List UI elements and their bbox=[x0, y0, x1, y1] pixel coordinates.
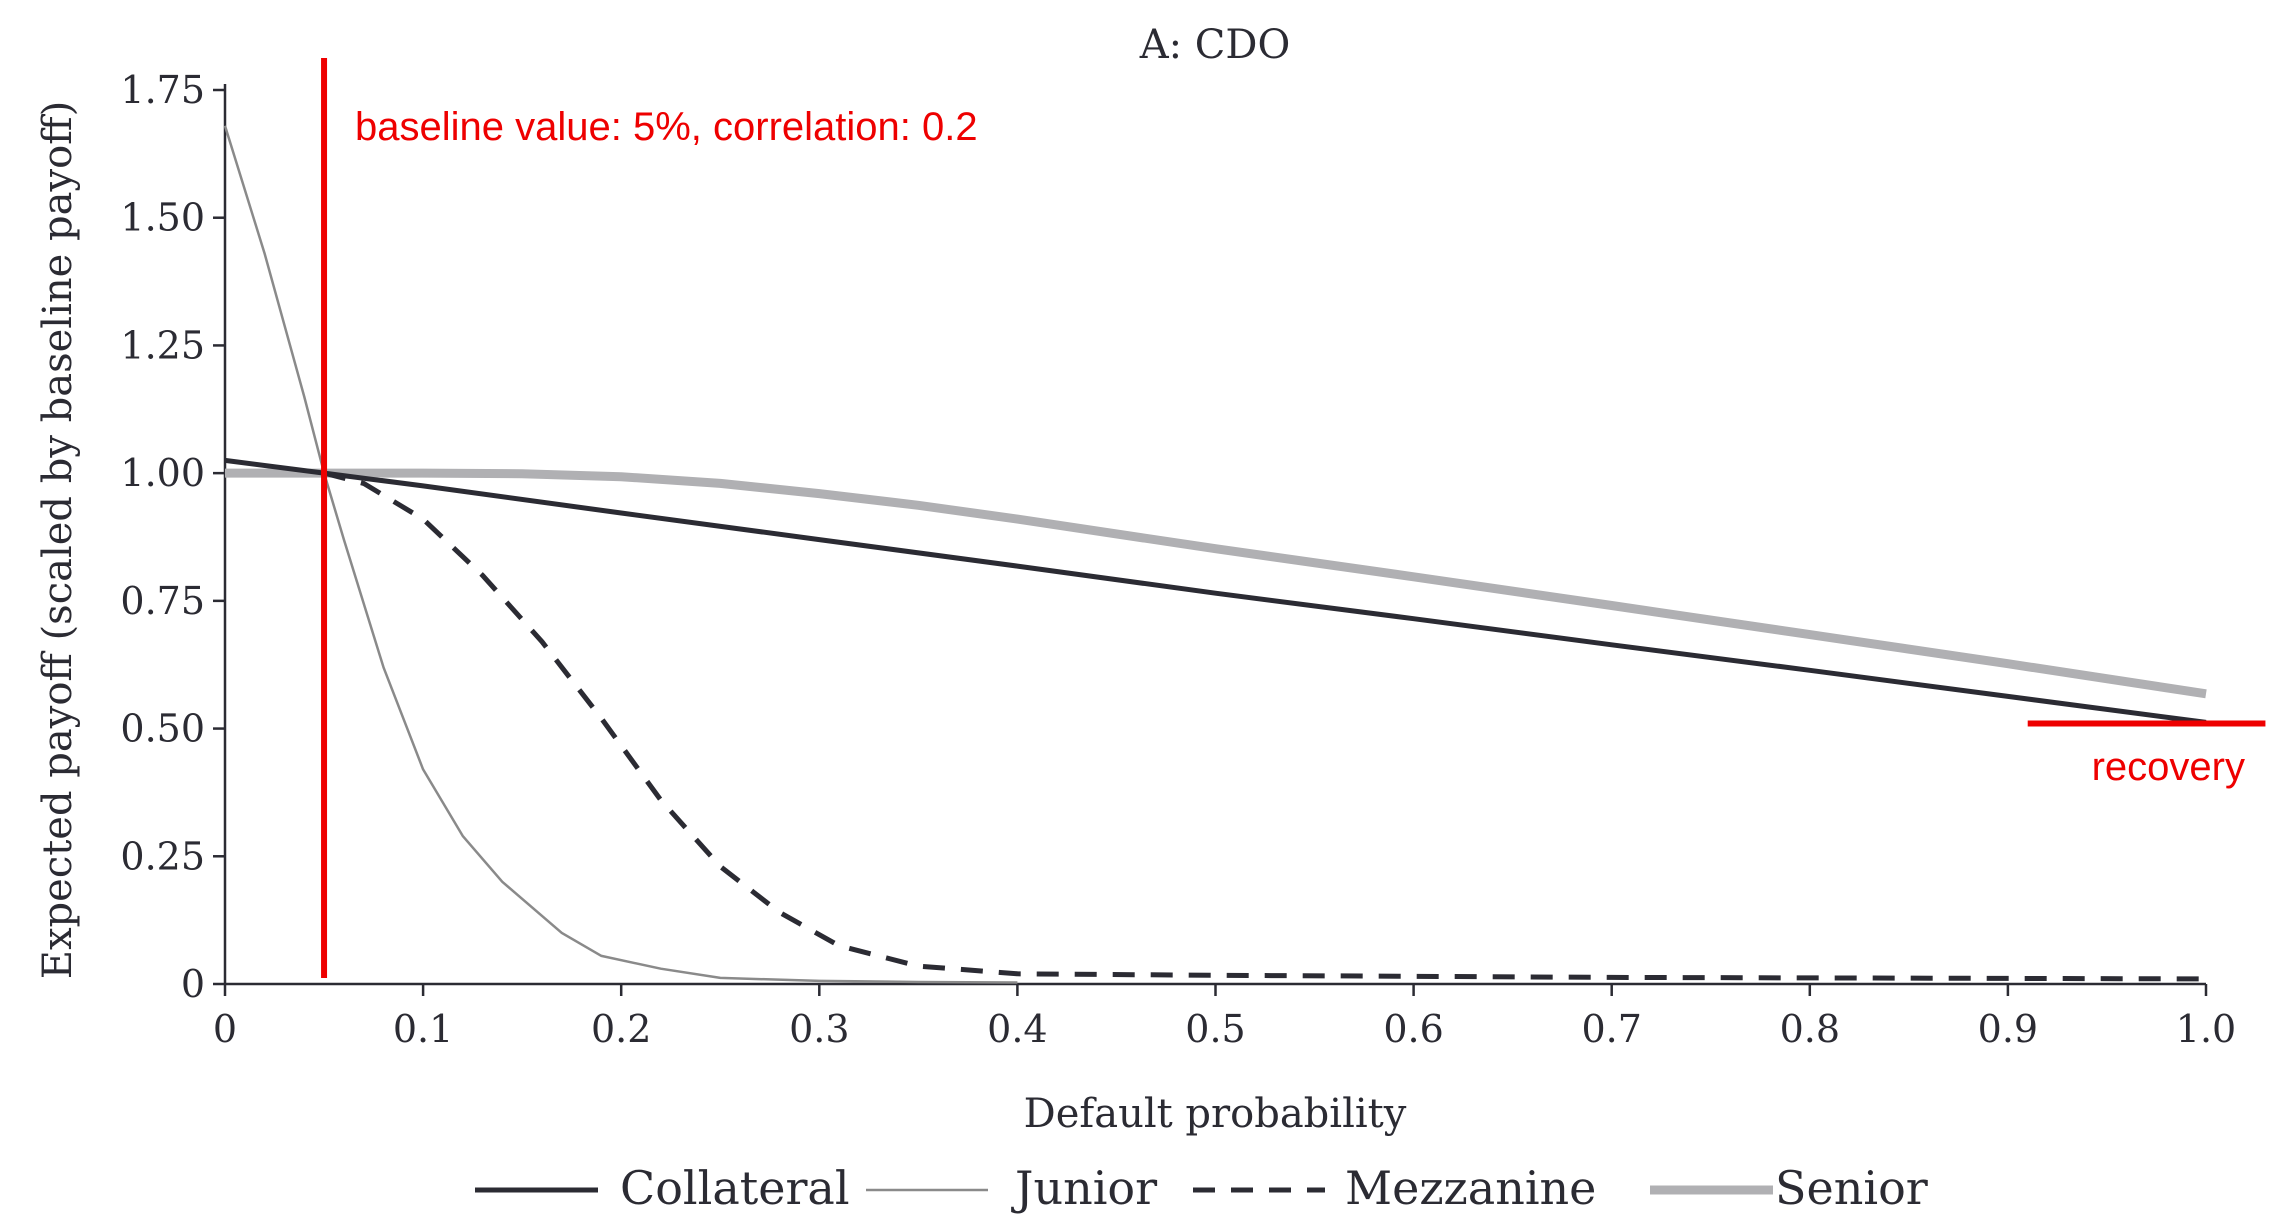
legend-label-junior: Junior bbox=[1011, 1161, 1157, 1215]
y-tick-label: 1.25 bbox=[120, 323, 205, 367]
y-tick-label: 0 bbox=[181, 962, 205, 1006]
x-tick-label: 0.5 bbox=[1185, 1007, 1245, 1051]
legend-label-senior: Senior bbox=[1775, 1161, 1928, 1215]
y-tick-label: 1.50 bbox=[120, 196, 205, 240]
recovery-annotation-text: recovery bbox=[2092, 745, 2245, 789]
y-axis-label: Expected payoff (scaled by baseline payo… bbox=[35, 101, 81, 979]
y-tick-label: 0.25 bbox=[120, 834, 205, 878]
legend: Collateral Junior Mezzanine Senior bbox=[475, 1161, 1928, 1215]
x-tick-label: 1.0 bbox=[2176, 1007, 2236, 1051]
y-tick-label: 0.50 bbox=[120, 707, 205, 751]
x-tick-label: 0 bbox=[213, 1007, 237, 1051]
x-tick-label: 0.1 bbox=[393, 1007, 453, 1051]
x-tick-label: 0.2 bbox=[591, 1007, 651, 1051]
x-tick-label: 0.4 bbox=[987, 1007, 1047, 1051]
y-tick-label: 0.75 bbox=[120, 579, 205, 623]
x-tick-label: 0.9 bbox=[1978, 1007, 2038, 1051]
x-tick-label: 0.6 bbox=[1383, 1007, 1443, 1051]
series-line-junior bbox=[223, 125, 1018, 984]
y-tick-label: 1.00 bbox=[120, 451, 205, 495]
chart-title: A: CDO bbox=[1139, 22, 1291, 68]
x-axis-label: Default probability bbox=[1024, 1091, 1407, 1137]
x-tick-label: 0.3 bbox=[789, 1007, 849, 1051]
annotation-layer: baseline value: 5%, correlation: 0.2 reco… bbox=[321, 58, 2266, 978]
series-line-mezzanine bbox=[323, 470, 2207, 982]
series-line-collateral bbox=[224, 457, 2207, 725]
x-tick-label: 0.7 bbox=[1581, 1007, 1641, 1051]
series-line-senior bbox=[225, 468, 2207, 699]
legend-label-collateral: Collateral bbox=[620, 1161, 850, 1215]
legend-label-mezzanine: Mezzanine bbox=[1345, 1161, 1596, 1215]
x-tick-label: 0.8 bbox=[1780, 1007, 1840, 1051]
y-tick-label: 1.75 bbox=[120, 68, 205, 112]
baseline-annotation-text: baseline value: 5%, correlation: 0.2 bbox=[355, 105, 978, 149]
axes: 0 0.1 0.2 0.3 0.4 0.5 0.6 0.7 0.8 0.9 1.000.250.50… bbox=[120, 68, 2236, 1051]
series-layer bbox=[223, 125, 2207, 984]
